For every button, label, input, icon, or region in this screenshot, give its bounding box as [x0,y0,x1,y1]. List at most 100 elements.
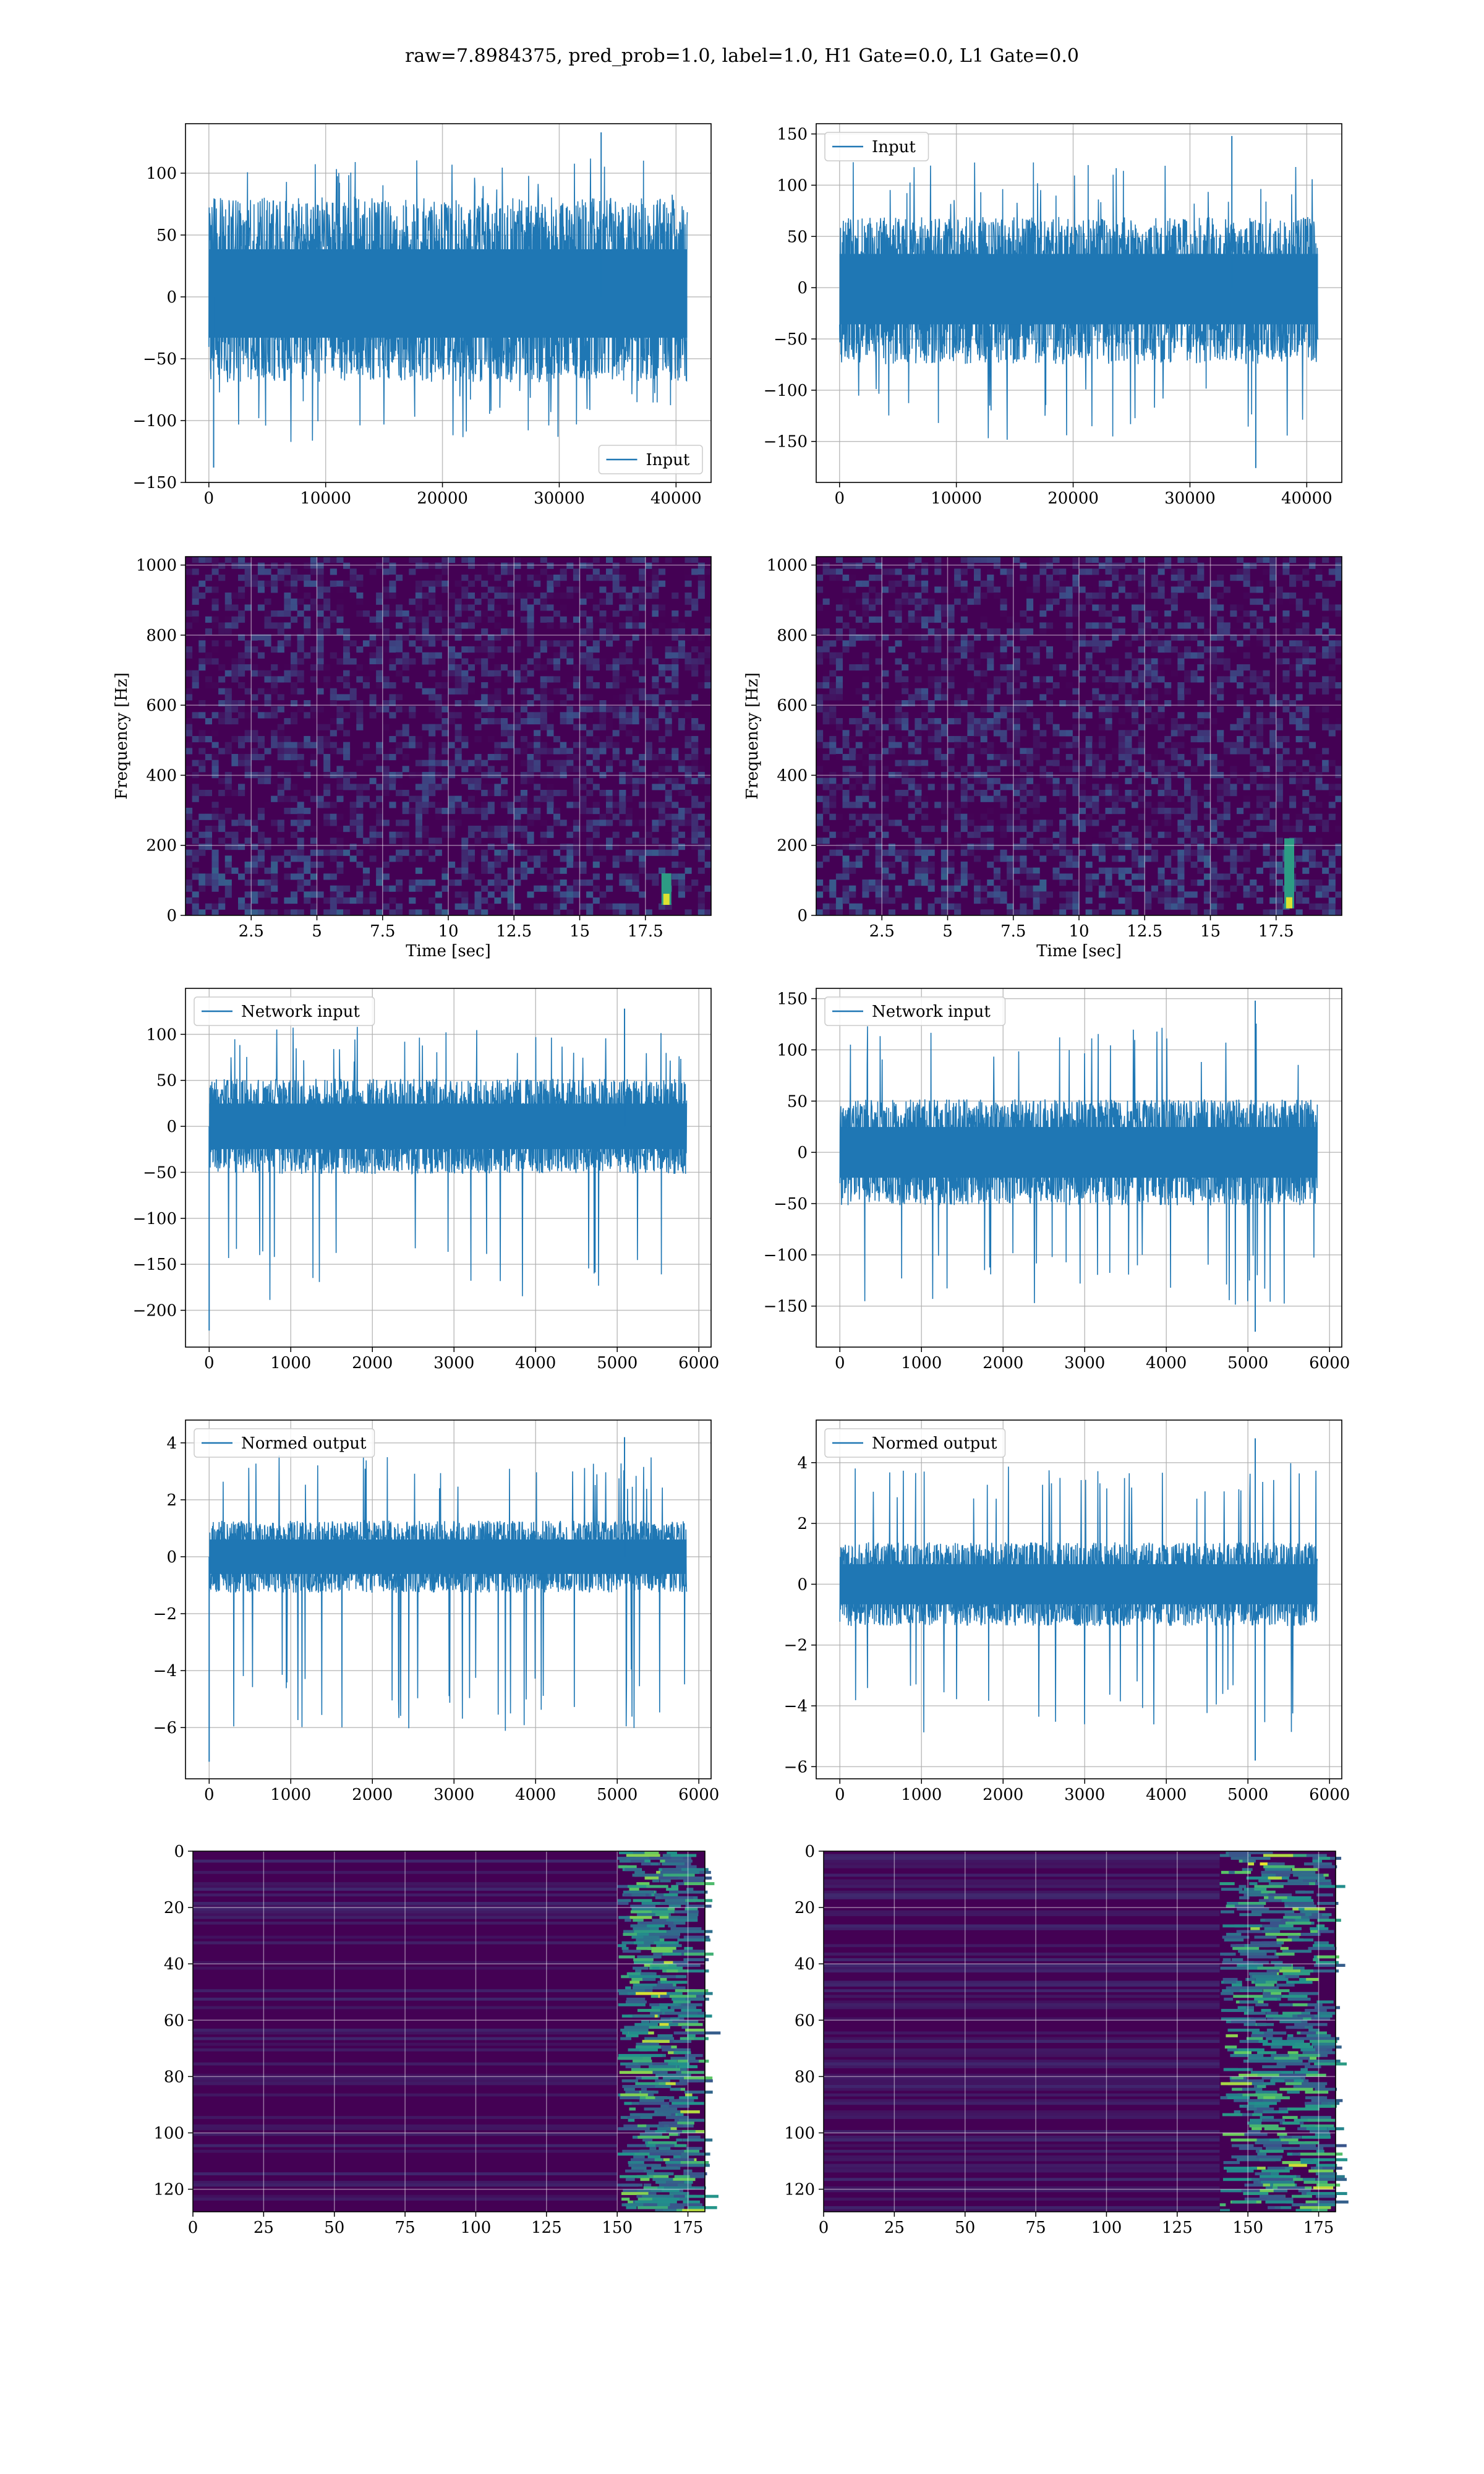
l1-spectrogram-cell [954,903,962,910]
l1-spectrogram-cell [1026,909,1034,916]
l1-spectrogram-cell [822,562,830,569]
h1-spectrogram-cell [389,580,396,587]
h1-feature-map-active-cell [617,1901,629,1905]
l1-spectrogram-cell [1269,873,1277,880]
l1-spectrogram-cell [1302,712,1310,719]
h1-spectrogram-cell [592,658,600,665]
l1-spectrogram-cell [1118,837,1125,844]
h1-spectrogram-cell [507,598,514,605]
l1-spectrogram-cell [974,593,981,599]
l1-spectrogram-cell [1151,580,1158,587]
h1-feature-map-row-stripe [193,1966,618,1970]
h1-spectrogram-cell [678,766,685,773]
l1-spectrogram-cell [967,557,974,563]
l1-spectrogram-cell [1000,664,1007,671]
h1-spectrogram-cell [218,628,226,635]
h1-feature-map-active-cell [656,1938,665,1942]
l1-spectrogram-cell [1217,730,1224,737]
h1-spectrogram-cell [448,795,456,802]
h1-spectrogram-cell [224,640,232,647]
h1-spectrogram-cell [441,909,449,916]
h1-spectrogram-cell [343,802,351,808]
h1-spectrogram-cell [448,772,456,779]
h1-spectrogram-cell [402,634,409,641]
h1-spectrogram-xtick-label: 7.5 [370,922,395,941]
l1-spectrogram-cell [1065,754,1073,761]
h1-spectrogram-cell [238,820,245,826]
l1-spectrogram-cell [1197,826,1205,833]
h1-spectrogram-cell [534,748,541,755]
h1-feature-map-active-cell [623,1890,655,1894]
h1-feature-map-active-cell [660,1870,688,1874]
l1-spectrogram-cell [822,742,830,748]
h1-spectrogram-cell [238,616,245,623]
l1-spectrogram-cell [1079,628,1086,635]
h1-spectrogram-cell [415,820,422,826]
h1-spectrogram-cell [369,700,377,707]
h1-spectrogram-cell [362,784,370,790]
l1-spectrogram-cell [829,849,837,856]
h1-spectrogram-cell [224,604,232,611]
l1-spectrogram-cell [1118,562,1125,569]
l1-spectrogram-cell [1315,562,1323,569]
h1-spectrogram-cell [592,826,600,833]
l1-spectrogram-cell [1125,676,1132,683]
h1-spectrogram-cell [507,802,514,808]
l1-spectrogram-chirp-peak [1286,897,1292,909]
l1-spectrogram-cell [1052,682,1060,689]
h1-spectrogram-cell [382,706,390,713]
l1-spectrogram-cell [1065,891,1073,898]
h1-spectrogram-cell [336,604,344,611]
h1-spectrogram-cell [343,562,351,569]
l1-spectrogram-cell [1092,849,1099,856]
h1-spectrogram-cell [501,891,508,898]
h1-spectrogram-cell [271,885,278,892]
l1-spectrogram-cell [934,897,942,904]
h1-spectrogram-cell [527,867,534,874]
h1-spectrogram-cell [691,718,699,725]
l1-spectrogram-cell [855,813,863,820]
l1-spectrogram-cell [869,586,876,593]
h1-spectrogram-cell [619,586,626,593]
h1-spectrogram-cell [435,802,442,808]
h1-spectrogram-cell [639,658,646,665]
l1-spectrogram-cell [1237,568,1244,575]
l1-spectrogram-cell [1335,772,1342,779]
l1-spectrogram-cell [947,616,955,623]
l1-spectrogram-cell [849,802,856,808]
h1-spectrogram-cell [514,795,521,802]
l1-spectrogram-cell [888,742,895,748]
h1-spectrogram-cell [461,903,469,910]
l1-spectrogram-cell [1263,849,1270,856]
l1-spectrogram-cell [822,676,830,683]
h1-spectrogram-cell [665,652,672,659]
h1-feature-map-active-cell [650,1995,662,1998]
l1-spectrogram-cell [921,622,929,629]
l1-spectrogram-cell [954,808,962,815]
h1-spectrogram-cell [540,849,547,856]
h1-normed-output-frame [185,1419,712,1779]
l1-spectrogram-cell [1013,777,1020,784]
h1-spectrogram-cell [659,670,666,677]
h1-spectrogram-cell [448,658,456,665]
h1-spectrogram-cell [238,610,245,617]
h1-spectrogram-cell [625,885,633,892]
l1-spectrogram-cell [1013,760,1020,766]
h1-spectrogram-cell [560,790,567,797]
h1-spectrogram-cell [429,694,436,701]
h1-spectrogram-cell [224,831,232,838]
h1-spectrogram-cell [429,730,436,737]
l1-spectrogram-cell [888,909,895,916]
l1-spectrogram-cell [829,706,837,713]
h1-spectrogram-cell [659,736,666,743]
h1-spectrogram-cell [251,730,258,737]
h1-feature-map-active-cell [684,1907,698,1911]
h1-spectrogram-cell [422,772,429,779]
l1-spectrogram-cell [1295,664,1303,671]
h1-spectrogram-cell [336,772,344,779]
l1-spectrogram-cell [974,855,981,862]
h1-spectrogram-cell [586,808,594,815]
h1-spectrogram-cell [481,826,488,833]
h1-spectrogram-cell [304,862,311,868]
h1-spectrogram-cell [507,670,514,677]
